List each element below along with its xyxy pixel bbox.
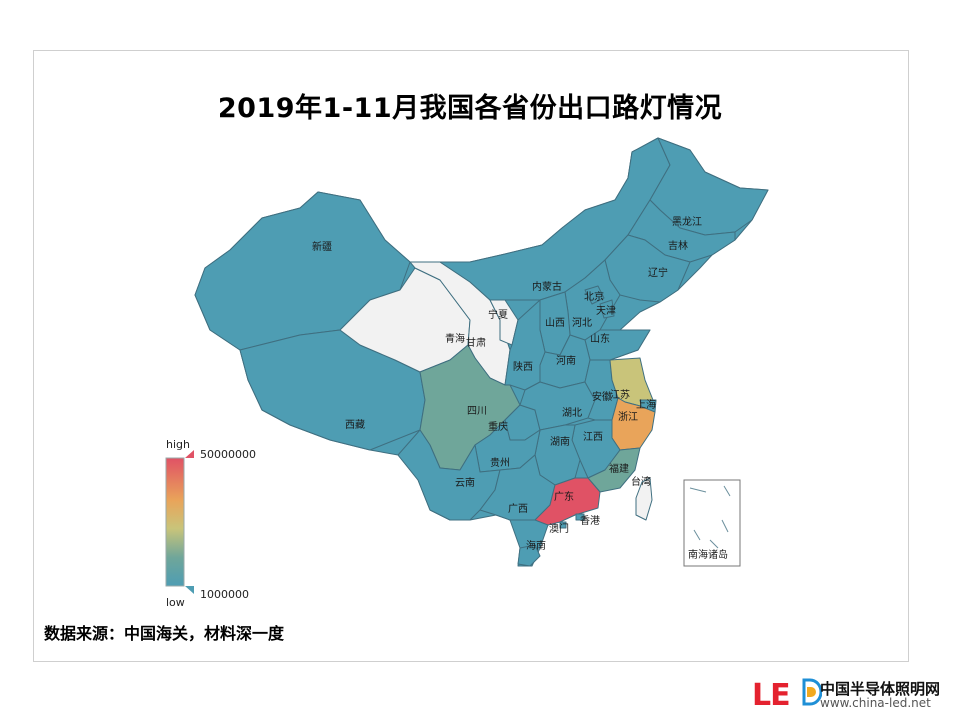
label-inner-mongolia: 内蒙古 bbox=[532, 280, 562, 293]
label-jiangxi: 江西 bbox=[583, 431, 603, 443]
label-shaanxi: 陕西 bbox=[513, 360, 533, 373]
label-beijing: 北京 bbox=[584, 290, 604, 303]
province-guangdong[interactable] bbox=[534, 477, 601, 526]
label-gansu: 甘肃 bbox=[466, 336, 486, 349]
label-guangdong: 广东 bbox=[554, 490, 574, 503]
label-shanghai: 上海 bbox=[636, 398, 656, 411]
label-xinjiang: 新疆 bbox=[312, 240, 332, 253]
label-liaoning: 辽宁 bbox=[648, 266, 668, 279]
logo-site-url: www.china-led.net bbox=[820, 696, 931, 710]
legend-high-label: high bbox=[166, 438, 190, 451]
label-henan: 河南 bbox=[556, 354, 576, 367]
label-hebei: 河北 bbox=[572, 317, 592, 329]
province-hong-kong[interactable] bbox=[575, 513, 585, 521]
map-title: 2019年1-11月我国各省份出口路灯情况 bbox=[217, 93, 723, 124]
label-fujian: 福建 bbox=[609, 462, 629, 475]
label-qinghai: 青海 bbox=[445, 332, 465, 345]
legend-gradient bbox=[165, 457, 185, 587]
label-hubei: 湖北 bbox=[562, 407, 582, 419]
label-guangxi: 广西 bbox=[508, 503, 528, 515]
logo-mark: LE bbox=[752, 678, 791, 713]
legend-low-label: low bbox=[166, 596, 185, 609]
province-macau[interactable] bbox=[559, 521, 567, 529]
label-jilin: 吉林 bbox=[668, 239, 688, 252]
label-sichuan: 四川 bbox=[467, 406, 487, 417]
label-hunan: 湖南 bbox=[550, 435, 570, 448]
label-hainan: 海南 bbox=[526, 539, 546, 552]
province-hainan[interactable] bbox=[517, 544, 541, 567]
label-macau: 澳门 bbox=[549, 522, 569, 535]
label-anhui: 安徽 bbox=[592, 390, 612, 403]
province-tianjin[interactable] bbox=[599, 299, 615, 319]
legend-high-handle[interactable] bbox=[185, 450, 194, 458]
site-logo[interactable]: LE 中国半导体照明网 www.china-led.net bbox=[752, 676, 952, 716]
label-jiangsu: 江苏 bbox=[610, 388, 630, 401]
label-chongqing: 重庆 bbox=[488, 420, 508, 433]
label-ningxia: 宁夏 bbox=[488, 308, 508, 321]
legend-low-handle[interactable] bbox=[185, 586, 194, 594]
label-taiwan: 台湾 bbox=[631, 475, 651, 488]
province-taiwan[interactable] bbox=[635, 477, 653, 521]
logo-site-name: 中国半导体照明网 bbox=[820, 680, 941, 698]
south-china-sea-inset bbox=[683, 479, 741, 567]
label-tibet: 西藏 bbox=[345, 419, 365, 431]
label-yunnan: 云南 bbox=[455, 476, 475, 489]
label-zhejiang: 浙江 bbox=[618, 411, 638, 423]
inset-islands bbox=[689, 485, 731, 549]
label-heilongjiang: 黑龙江 bbox=[672, 215, 702, 228]
label-shanxi: 山西 bbox=[545, 317, 565, 329]
label-guizhou: 贵州 bbox=[490, 456, 510, 469]
label-shandong: 山东 bbox=[590, 332, 610, 345]
legend-max-value: 50000000 bbox=[200, 448, 256, 461]
province-labels: 新疆 西藏 青海 甘肃 宁夏 内蒙古 黑龙江 吉林 辽宁 河北 北京 天津 山西… bbox=[312, 215, 728, 561]
logo-d-icon bbox=[802, 678, 822, 706]
label-tianjin: 天津 bbox=[596, 305, 616, 317]
label-hong-kong: 香港 bbox=[580, 515, 600, 527]
label-south-china-sea: 南海诸岛 bbox=[688, 548, 728, 561]
data-source: 数据来源：中国海关，材料深一度 bbox=[44, 624, 285, 643]
legend-min-value: 1000000 bbox=[200, 588, 249, 601]
province-beijing[interactable] bbox=[584, 285, 605, 305]
